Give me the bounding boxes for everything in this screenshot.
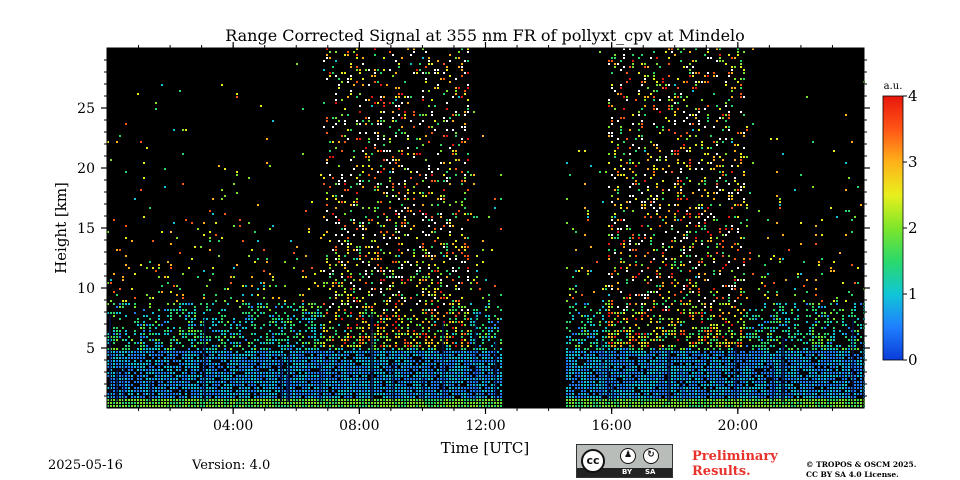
y-tick-label: 20	[77, 161, 95, 177]
preliminary-line1: Preliminary	[692, 449, 778, 464]
cloud-streak	[123, 360, 125, 401]
colorbar-tick-label: 0	[908, 351, 918, 369]
sa-label: SA	[645, 468, 656, 476]
x-tick-label: 12:00	[465, 418, 505, 434]
copyright-line1: © TROPOS & OSCM 2025.	[806, 460, 917, 469]
cloud-streak	[392, 362, 395, 401]
badge-bar	[577, 468, 672, 477]
colorbar-tick-label: 1	[908, 285, 918, 303]
cloud-streak	[607, 350, 609, 401]
y-axis-label: Height [km]	[52, 182, 70, 274]
cloud-streak	[203, 318, 206, 401]
cloud-streak	[287, 353, 290, 401]
cloud-streak	[422, 377, 425, 401]
cloud-streak	[600, 340, 603, 401]
cloud-streak	[371, 315, 373, 401]
y-axis: 5 10 15 20 25	[77, 59, 870, 397]
cloud-streak	[852, 318, 854, 401]
y-tick-label: 10	[77, 281, 95, 297]
cloud-streak	[681, 370, 684, 401]
chart-title: Range Corrected Signal at 355 nm FR of p…	[225, 26, 745, 45]
cloud-streak	[116, 369, 118, 401]
cloud-streak	[494, 341, 497, 401]
colorbar-ticks: 0 1 2 3 4	[903, 87, 918, 369]
x-tick-label: 20:00	[718, 418, 758, 434]
cloud-streak	[668, 349, 670, 401]
share-alike-icon: ↻	[643, 448, 659, 464]
y-tick-label: 15	[77, 221, 95, 237]
cloud-streak	[149, 381, 152, 401]
cc-icon: cc	[581, 449, 605, 473]
by-label: BY	[622, 468, 633, 476]
colorbar-tick-label: 4	[908, 87, 918, 105]
colorbar-label: a.u.	[884, 81, 903, 92]
cloud-streak	[280, 355, 283, 401]
colorbar-tick-label: 2	[908, 219, 918, 237]
y-tick-label: 25	[77, 101, 95, 117]
x-tick-label: 04:00	[213, 418, 253, 434]
heatmap-layer	[107, 48, 865, 407]
heatmap-cells	[107, 303, 865, 398]
colorbar-tick-label: 3	[908, 153, 918, 171]
x-tick-label: 08:00	[339, 418, 379, 434]
copyright-note: © TROPOS & OSCM 2025. CC BY SA 4.0 Licen…	[806, 460, 916, 480]
colorbar	[882, 95, 904, 361]
cloud-streak	[319, 363, 321, 401]
cloud-streak	[782, 337, 784, 401]
cc-license-badge[interactable]: cc ♟ ↻ BY SA	[576, 444, 673, 478]
cloud-streak	[442, 321, 444, 401]
y-tick-label: 5	[86, 341, 95, 357]
cloud-streak	[109, 314, 111, 401]
x-axis: 04:00 08:00 12:00 16:00 20:00	[138, 42, 833, 434]
attribution-icon: ♟	[620, 448, 636, 464]
cloud-streak	[735, 343, 737, 401]
preliminary-results-note: Preliminary Results.	[692, 449, 778, 479]
date-label: 2025-05-16	[48, 458, 123, 473]
cloud-streak	[474, 314, 477, 401]
x-axis-label: Time [UTC]	[441, 439, 530, 457]
x-tick-label: 16:00	[591, 418, 631, 434]
version-label: Version: 4.0	[192, 458, 271, 473]
cloud-streak	[286, 374, 288, 401]
cloud-streak	[772, 362, 774, 401]
preliminary-line2: Results.	[692, 464, 751, 479]
copyright-line2: CC BY SA 4.0 License.	[806, 470, 899, 479]
cloud-streak	[612, 382, 614, 401]
no-data-gap	[502, 48, 566, 408]
